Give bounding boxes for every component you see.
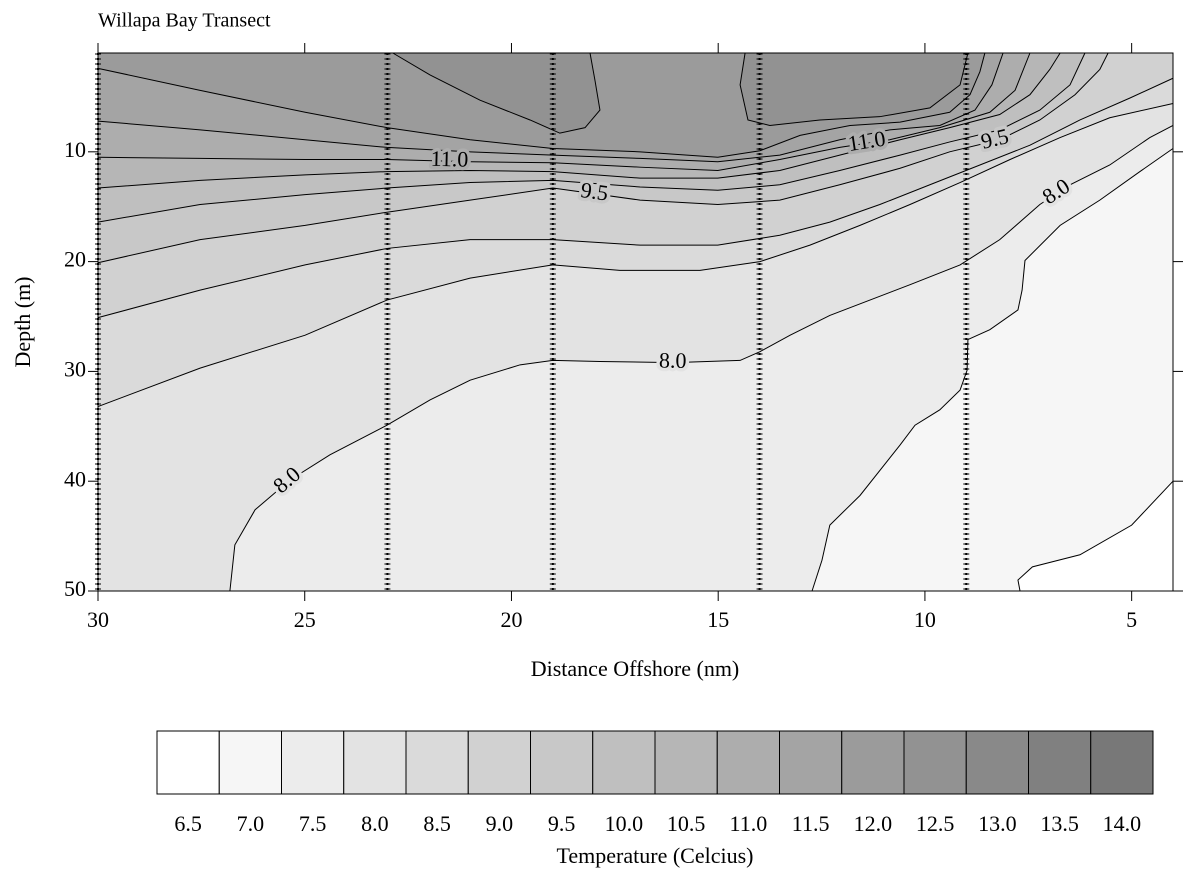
colorbar-box (467, 730, 531, 795)
colorbar-box (218, 730, 282, 795)
colorbar-box (156, 730, 220, 795)
colorbar-label: 9.5 (548, 811, 576, 836)
colorbar-label: 8.0 (361, 811, 389, 836)
contour-label: 9.5 (579, 177, 610, 206)
contour-fill (392, 53, 600, 134)
colorbar-box (405, 730, 469, 795)
contour-line (97, 52, 1109, 264)
colorbar-box (779, 730, 843, 795)
colorbar-label: 13.0 (978, 811, 1017, 836)
colorbar-label: 6.5 (174, 811, 202, 836)
contour-label: 11.0 (430, 146, 468, 172)
colorbar-label: 12.0 (854, 811, 893, 836)
contour-line (97, 52, 1031, 171)
y-tick-label: 20 (64, 247, 86, 272)
colorbar-label: 11.0 (730, 811, 768, 836)
x-axis-label: Distance Offshore (nm) (531, 656, 740, 681)
colorbar-box (965, 730, 1029, 795)
contour-line (739, 52, 969, 126)
contour-line (97, 52, 1004, 163)
x-tick-label: 25 (294, 607, 316, 632)
colorbar-label: 9.0 (486, 811, 514, 836)
colorbar-box (281, 730, 345, 795)
contour-label: 8.0 (659, 347, 687, 372)
contour-fill (740, 53, 968, 126)
contour-line (97, 52, 1086, 223)
contour-line (97, 103, 1174, 408)
colorbar-label: 7.0 (237, 811, 265, 836)
colorbar-box (530, 730, 594, 795)
x-tick-label: 10 (914, 607, 936, 632)
colorbar-label: 8.5 (423, 811, 451, 836)
y-tick-label: 50 (64, 576, 86, 601)
plot-area: 8.08.08.09.59.511.011.0 (95, 52, 1174, 592)
contour-line (97, 52, 986, 158)
contour-line (97, 77, 1174, 319)
x-tick-label: 20 (500, 607, 522, 632)
colorbar-box (592, 730, 656, 795)
x-tick-label: 5 (1126, 607, 1137, 632)
y-axis-label: Depth (m) (10, 276, 35, 367)
colorbar-label: 12.5 (916, 811, 955, 836)
contour-line (811, 148, 1174, 592)
colorbar-label: 14.0 (1103, 811, 1142, 836)
colorbar-label: 10.5 (667, 811, 706, 836)
chart-title: Willapa Bay Transect (98, 10, 271, 32)
colorbar-box (841, 730, 905, 795)
colorbar-box (654, 730, 718, 795)
contour-line (392, 52, 601, 134)
contour-line (229, 125, 1174, 592)
y-tick-label: 30 (64, 356, 86, 381)
x-tick-label: 30 (87, 607, 109, 632)
y-tick-label: 40 (64, 466, 86, 491)
contour-line (1017, 480, 1174, 592)
colorbar-box (1028, 730, 1092, 795)
colorbar-label: 11.5 (792, 811, 830, 836)
colorbar-box (903, 730, 967, 795)
colorbar-box (1090, 730, 1154, 795)
colorbar-box (716, 730, 780, 795)
colorbar-title: Temperature (Celcius) (557, 843, 754, 868)
contour-line (97, 52, 1061, 189)
x-tick-label: 15 (707, 607, 729, 632)
y-tick-label: 10 (64, 137, 86, 162)
colorbar-box (343, 730, 407, 795)
colorbar-label: 10.0 (605, 811, 644, 836)
colorbar-label: 7.5 (299, 811, 327, 836)
colorbar-label: 13.5 (1040, 811, 1079, 836)
